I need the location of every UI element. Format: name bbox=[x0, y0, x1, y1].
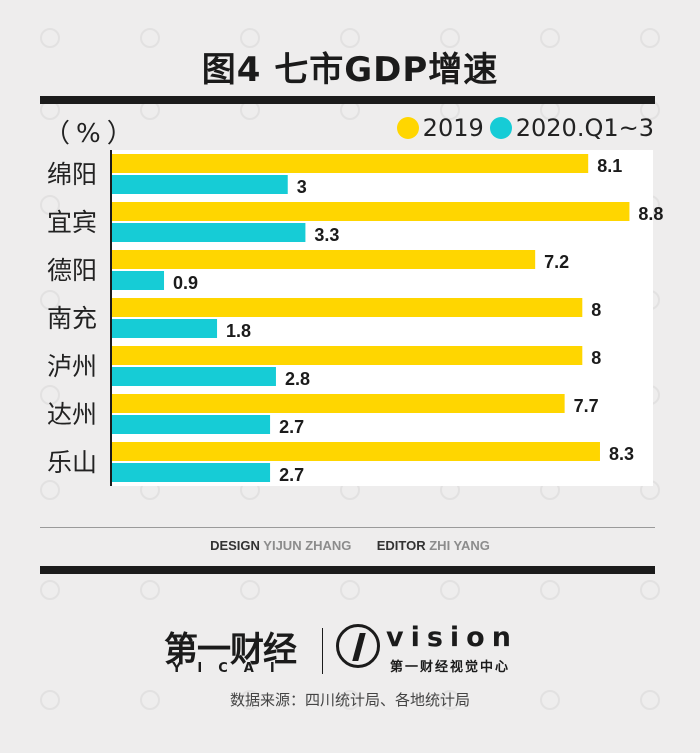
watermark-mark bbox=[640, 580, 660, 600]
watermark-mark bbox=[40, 690, 60, 710]
chart-title: 图4 七市GDP增速 bbox=[201, 50, 499, 90]
data-label: 3 bbox=[297, 177, 307, 197]
design-name: YIJUN ZHANG bbox=[263, 538, 352, 553]
plot-area bbox=[111, 150, 653, 486]
data-source: 数据来源：四川统计局、各地统计局 bbox=[229, 691, 470, 709]
watermark-mark bbox=[140, 690, 160, 710]
data-label: 2.7 bbox=[279, 417, 304, 437]
data-label: 2.8 bbox=[285, 369, 310, 389]
category-label: 绵阳 bbox=[47, 160, 97, 189]
logo-separator bbox=[322, 628, 323, 674]
yicai-logo: 第一财经 bbox=[164, 630, 297, 670]
bar-2020 bbox=[111, 175, 288, 194]
category-label: 南充 bbox=[47, 304, 97, 333]
design-label: DESIGN bbox=[210, 538, 260, 553]
watermark-mark bbox=[540, 28, 560, 48]
yicai-logo-sub: YICAI bbox=[172, 661, 291, 676]
watermark-mark bbox=[440, 28, 460, 48]
category-label: 泸州 bbox=[47, 352, 97, 381]
data-label: 3.3 bbox=[314, 225, 339, 245]
bar-2019 bbox=[111, 154, 589, 173]
data-label: 7.7 bbox=[574, 396, 599, 416]
vision-logo-sub: 第一财经视觉中心 bbox=[390, 660, 511, 675]
unit-label: （%） bbox=[44, 119, 139, 149]
data-label: 8 bbox=[591, 348, 601, 368]
bar-2019 bbox=[111, 250, 536, 269]
data-label: 8.1 bbox=[597, 156, 622, 176]
watermark-mark bbox=[40, 290, 60, 310]
watermark-mark bbox=[540, 690, 560, 710]
data-label: 8.8 bbox=[638, 204, 663, 224]
credits: DESIGN YIJUN ZHANG EDITOR ZHI YANG bbox=[0, 538, 700, 553]
bar-2020 bbox=[111, 319, 218, 338]
vision-logo-icon bbox=[336, 624, 380, 668]
editor-name: ZHI YANG bbox=[429, 538, 490, 553]
watermark-mark bbox=[140, 28, 160, 48]
watermark-mark bbox=[340, 690, 360, 710]
legend-swatch-2019 bbox=[396, 117, 419, 139]
data-label: 8 bbox=[591, 300, 601, 320]
bar-2019 bbox=[111, 202, 630, 221]
category-label: 乐山 bbox=[47, 448, 97, 477]
watermark-mark bbox=[140, 580, 160, 600]
bar-2019 bbox=[111, 298, 583, 317]
bar-2019 bbox=[111, 346, 583, 365]
footer-divider bbox=[40, 527, 655, 528]
watermark-mark bbox=[40, 580, 60, 600]
legend-label-2019: 2019 bbox=[422, 114, 484, 142]
data-label: 7.2 bbox=[544, 252, 569, 272]
watermark-mark bbox=[40, 195, 60, 215]
bar-2020 bbox=[111, 415, 271, 434]
title-divider bbox=[40, 96, 655, 104]
legend: 2019 2020.Q1~3 bbox=[391, 114, 654, 142]
vision-logo: vision bbox=[386, 622, 518, 653]
data-label: 2.7 bbox=[279, 465, 304, 485]
watermark-mark bbox=[240, 690, 260, 710]
watermark-mark bbox=[440, 580, 460, 600]
bar-2019 bbox=[111, 442, 600, 461]
data-label: 0.9 bbox=[173, 273, 198, 293]
bar-2020 bbox=[111, 463, 271, 482]
watermark-mark bbox=[540, 580, 560, 600]
credits-divider bbox=[40, 566, 655, 574]
watermark-mark bbox=[40, 28, 60, 48]
legend-item-2020: 2020.Q1~3 bbox=[489, 114, 654, 142]
editor-label: EDITOR bbox=[376, 538, 426, 553]
watermark-mark bbox=[340, 28, 360, 48]
category-label: 宜宾 bbox=[47, 208, 97, 237]
watermark-mark bbox=[640, 28, 660, 48]
watermark-mark bbox=[340, 580, 360, 600]
data-label: 8.3 bbox=[609, 444, 634, 464]
legend-label-2020: 2020.Q1~3 bbox=[515, 114, 654, 142]
category-label: 德阳 bbox=[47, 256, 97, 285]
watermark-mark bbox=[640, 690, 660, 710]
bar-chart: 绵阳 8.1 3 宜宾 8.8 3.3 德阳 7.2 0.9 南充 8 1.8 泸州 8 2.8 达州 7.7 2… bbox=[47, 150, 663, 486]
watermark-mark bbox=[440, 690, 460, 710]
bar-2019 bbox=[111, 394, 565, 413]
watermark-mark bbox=[240, 28, 260, 48]
category-label: 达州 bbox=[47, 400, 97, 429]
data-label: 1.8 bbox=[226, 321, 251, 341]
legend-swatch-2020 bbox=[489, 117, 512, 139]
bar-2020 bbox=[111, 271, 165, 290]
watermark-mark bbox=[40, 480, 60, 500]
legend-item-2019: 2019 bbox=[396, 114, 484, 142]
bar-2020 bbox=[111, 223, 306, 242]
bar-2020 bbox=[111, 367, 276, 386]
watermark-mark bbox=[40, 385, 60, 405]
watermark-mark bbox=[240, 580, 260, 600]
